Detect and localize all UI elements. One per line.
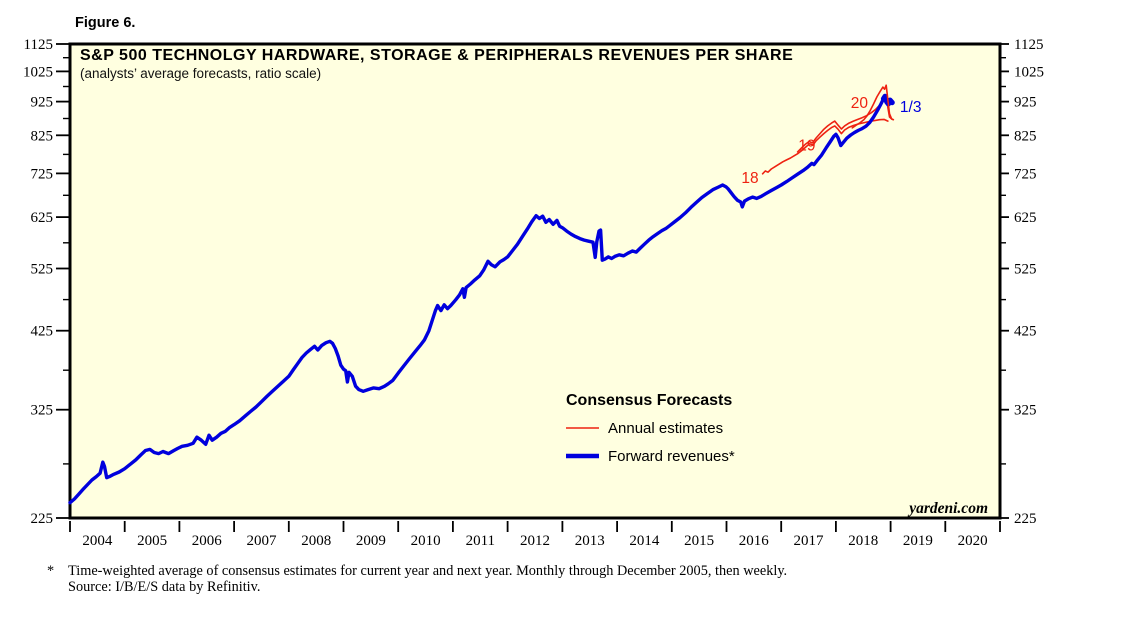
footnote-line2: Source: I/B/E/S data by Refinitiv. — [68, 579, 260, 595]
y-tick-label-right: 625 — [1014, 210, 1037, 226]
y-tick-label-left: 825 — [31, 128, 54, 144]
y-tick-label-right: 1125 — [1014, 37, 1043, 53]
x-year-label: 2008 — [301, 533, 331, 549]
x-year-label: 2007 — [247, 533, 278, 549]
chart-subtitle: (analysts’ average forecasts, ratio scal… — [80, 66, 321, 81]
y-tick-label-left: 725 — [31, 166, 54, 182]
y-tick-label-left: 1125 — [24, 37, 53, 53]
watermark: yardeni.com — [907, 500, 988, 517]
y-tick-label-left: 1025 — [23, 64, 53, 80]
x-year-label: 2015 — [684, 533, 714, 549]
footnote-line1: Time-weighted average of consensus estim… — [68, 563, 787, 579]
legend-annual-estimates-label: Annual estimates — [608, 420, 723, 437]
series-forward-revenues — [68, 94, 894, 505]
series-annotations: 18 19 20 1/3 — [741, 95, 921, 187]
y-tick-label-right: 525 — [1014, 262, 1037, 278]
y-tick-label-right: 225 — [1014, 511, 1037, 527]
series-annual-estimates-18 — [761, 118, 889, 175]
legend-forward-revenues-label: Forward revenues* — [608, 448, 735, 465]
annotation-18: 18 — [741, 170, 758, 187]
x-year-label: 2014 — [629, 533, 660, 549]
figure-label: Figure 6. — [75, 15, 135, 31]
footnote: * Time-weighted average of consensus est… — [47, 563, 787, 595]
y-tick-label-right: 425 — [1014, 324, 1037, 340]
legend-title: Consensus Forecasts — [566, 392, 732, 409]
legend: Consensus Forecasts Annual estimates For… — [566, 392, 735, 465]
annotation-20: 20 — [851, 95, 869, 112]
series-annual-estimates-20 — [851, 84, 895, 129]
x-year-label: 2011 — [466, 533, 495, 549]
series-lines — [68, 84, 895, 505]
y-tick-label-left: 325 — [31, 403, 54, 419]
y-tick-label-right: 825 — [1014, 128, 1037, 144]
x-year-label: 2013 — [575, 533, 605, 549]
x-year-label: 2019 — [903, 533, 933, 549]
annotation-1-3: 1/3 — [900, 99, 922, 116]
x-year-label: 2017 — [794, 533, 825, 549]
plot-area — [68, 42, 1002, 520]
chart-title: S&P 500 TECHNOLGY HARDWARE, STORAGE & PE… — [80, 47, 793, 64]
y-tick-label-left: 625 — [31, 210, 54, 226]
y-tick-label-right: 925 — [1014, 95, 1037, 111]
y-tick-label-left: 225 — [31, 511, 54, 527]
annotation-19: 19 — [798, 138, 815, 155]
x-year-label: 2010 — [411, 533, 441, 549]
x-year-label: 2009 — [356, 533, 386, 549]
y-tick-label-right: 325 — [1014, 403, 1037, 419]
y-tick-label-right: 1025 — [1014, 64, 1044, 80]
y-tick-label-left: 425 — [31, 324, 54, 340]
x-year-label: 2006 — [192, 533, 223, 549]
x-year-label: 2018 — [848, 533, 878, 549]
y-tick-label-left: 925 — [31, 95, 54, 111]
x-year-label: 2004 — [82, 533, 113, 549]
x-year-label: 2016 — [739, 533, 770, 549]
footnote-marker: * — [47, 563, 54, 579]
x-year-label: 2005 — [137, 533, 167, 549]
y-tick-label-right: 725 — [1014, 166, 1037, 182]
y-tick-label-left: 525 — [31, 262, 54, 278]
x-year-label: 2012 — [520, 533, 550, 549]
axes: 1125 1125 1025 1025 925 925 825 825 725 725 625 625… — [23, 37, 1044, 549]
x-year-label: 2020 — [958, 533, 988, 549]
